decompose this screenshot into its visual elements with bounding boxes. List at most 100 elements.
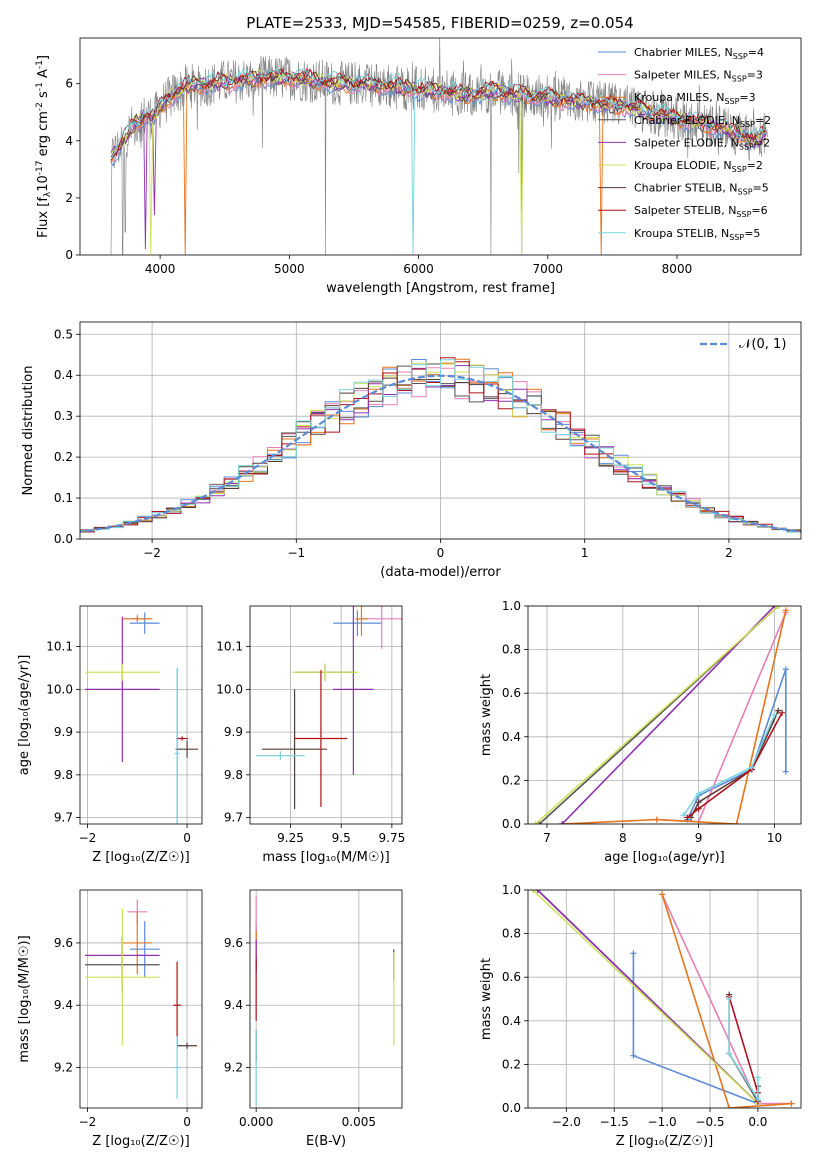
y-tick-label: 9.6 bbox=[54, 936, 73, 950]
legend-text: Kroupa MILES, N bbox=[634, 91, 724, 104]
histogram-kroupa-stelib bbox=[80, 359, 801, 534]
y-label-part: Flux [f bbox=[36, 197, 51, 238]
errorbar-chabrier-stelib bbox=[262, 689, 328, 810]
y-tick-label: 0.2 bbox=[54, 450, 73, 464]
y-tick-label: 0.4 bbox=[502, 730, 521, 744]
weight-marker-kroupa-miles bbox=[659, 891, 666, 898]
weight-line-kroupa-miles bbox=[661, 894, 792, 1108]
errorbar-kroupa-elodie bbox=[84, 663, 160, 681]
legend-sub: SSP bbox=[733, 52, 748, 61]
y-tick-label: 9.6 bbox=[224, 936, 243, 950]
mass-vs-Z-panel: −2 0 9.2 9.4 9.6 Z [log₁₀(Z/Z☉)] mass [log₁₀(M… bbox=[17, 889, 203, 1149]
errorbar-kroupa-miles bbox=[122, 911, 153, 975]
x-axis-label: wavelength [Angstrom, rest frame] bbox=[326, 281, 555, 296]
legend-entry: Chabrier ELODIE, NSSP=2 bbox=[634, 114, 771, 129]
y-tick-label: 0.0 bbox=[54, 532, 73, 546]
y-tick-label: 0.8 bbox=[502, 927, 521, 941]
errorbar-kroupa-elodie bbox=[292, 663, 358, 681]
legend-n: =2 bbox=[755, 114, 771, 127]
y-tick-label: 2 bbox=[65, 191, 73, 205]
x-tick-label: 5000 bbox=[274, 262, 305, 276]
errorbar-chabrier-stelib bbox=[177, 1042, 198, 1049]
errorbar-chabrier-stelib bbox=[176, 740, 199, 758]
y-tick-label: 0.3 bbox=[54, 409, 73, 423]
y-label-part: 10 bbox=[36, 175, 51, 192]
y-axis-label: Normed distribution bbox=[21, 366, 36, 496]
x-tick-label: −1.5 bbox=[600, 1115, 629, 1129]
y-label-part: ] bbox=[36, 55, 51, 60]
y-tick-label: 0 bbox=[65, 248, 73, 262]
y-tick-label: 0.6 bbox=[502, 686, 521, 700]
y-tick-label: 1.0 bbox=[502, 883, 521, 897]
x-tick-label: 0 bbox=[437, 546, 445, 560]
y-label-part: -17 bbox=[35, 161, 45, 176]
weight-marker-kroupa-elodie bbox=[532, 821, 539, 824]
errorbar-kroupa-stelib bbox=[174, 1036, 180, 1099]
model-line-kroupa-elodie bbox=[110, 69, 767, 255]
legend-sub: SSP bbox=[736, 210, 751, 219]
weight-line-kroupa-stelib bbox=[728, 999, 759, 1103]
legend-entry: Kroupa MILES, NSSP=3 bbox=[634, 91, 756, 106]
mass-weight-vs-Z-panel: −2.0 −1.5 −1.0 −0.5 0.0 0.0 0.2 0.4 0.6 0.8 1.0 Z [… bbox=[479, 883, 802, 1149]
weight-marker-salpeter-elodie bbox=[559, 821, 566, 824]
legend-n: =5 bbox=[744, 227, 760, 240]
legend-text: Chabrier MILES, N bbox=[634, 46, 733, 59]
legend-n: =3 bbox=[747, 69, 763, 82]
weight-line-salpeter-miles bbox=[656, 612, 787, 823]
y-tick-label: 9.9 bbox=[54, 725, 73, 739]
weight-line-salpeter-elodie bbox=[561, 606, 776, 824]
errorbar-chabrier-miles bbox=[333, 610, 382, 636]
legend-text: Kroupa STELIB, N bbox=[634, 227, 729, 240]
legend-entry: Chabrier MILES, NSSP=4 bbox=[634, 46, 764, 61]
residual-panel: 𝒩(0, 1) −2 −1 0 1 2 0.0 0.1 0.2 0.3 0.4 0.5 (data-mo… bbox=[21, 321, 802, 580]
y-label-part: -2 bbox=[35, 102, 45, 111]
weight-line-kroupa-stelib bbox=[682, 714, 776, 816]
x-tick-label: −2 bbox=[143, 546, 161, 560]
x-axis-label: mass [log₁₀(M/M☉)] bbox=[262, 850, 389, 865]
y-axis-label: mass [log₁₀(M/M☉)] bbox=[17, 935, 32, 1062]
axes-frame bbox=[249, 605, 403, 825]
legend-text: Chabrier ELODIE, N bbox=[634, 114, 740, 127]
x-tick-label: −2 bbox=[79, 1115, 97, 1129]
weight-marker-salpeter-stelib bbox=[684, 814, 691, 821]
mass-vs-EBV-panel: 0.000 0.005 9.2 9.4 9.6 E(B-V) bbox=[224, 889, 403, 1149]
legend-entry: Salpeter MILES, NSSP=3 bbox=[634, 69, 763, 84]
y-tick-label: 0.6 bbox=[502, 970, 521, 984]
plot-area bbox=[110, 38, 768, 255]
weight-marker-kroupa-elodie bbox=[775, 606, 782, 609]
y-tick-label: 9.7 bbox=[224, 811, 243, 825]
weight-marker-kroupa-elodie bbox=[529, 890, 536, 893]
x-axis-label: Z [log₁₀(Z/Z☉)] bbox=[616, 1134, 713, 1149]
errorbar-salpeter-elodie bbox=[84, 616, 160, 763]
weight-marker-chabrier-miles bbox=[630, 1052, 637, 1059]
weight-marker-salpeter-elodie bbox=[534, 890, 541, 893]
x-tick-label: 2 bbox=[725, 546, 733, 560]
legend-n: =5 bbox=[753, 182, 769, 195]
y-tick-label: 1.0 bbox=[502, 599, 521, 613]
y-axis-label: mass weight bbox=[479, 958, 494, 1040]
y-tick-label: 10.0 bbox=[46, 682, 73, 696]
weight-marker-kroupa-stelib bbox=[695, 790, 702, 797]
weight-line-kroupa-miles bbox=[562, 610, 787, 824]
plot-area bbox=[529, 890, 795, 1108]
errorbar-kroupa-stelib bbox=[174, 667, 180, 824]
y-tick-label: 10.1 bbox=[46, 640, 73, 654]
legend-sub: SSP bbox=[732, 75, 747, 84]
legend-sub: SSP bbox=[732, 165, 747, 174]
errorbar-salpeter-elodie bbox=[333, 606, 374, 775]
x-tick-label: 0.005 bbox=[342, 1115, 376, 1129]
weight-marker-kroupa-stelib bbox=[726, 1050, 733, 1057]
legend-n: =4 bbox=[748, 46, 764, 59]
y-tick-label: 0.2 bbox=[502, 773, 521, 787]
weight-marker-kroupa-stelib bbox=[754, 1074, 761, 1081]
legend-entry: Kroupa ELODIE, NSSP=2 bbox=[634, 159, 763, 174]
x-tick-label: −0.5 bbox=[695, 1115, 724, 1129]
errorbar-kroupa-stelib bbox=[256, 751, 305, 760]
legend-sub: SSP bbox=[739, 142, 754, 151]
x-axis-label: age [log₁₀(age/yr)] bbox=[604, 850, 725, 865]
y-tick-label: 9.8 bbox=[224, 768, 243, 782]
x-tick-label: 1 bbox=[581, 546, 589, 560]
y-axis-label: Flux [fλ10-17 erg cm-2 s-1 A-1] bbox=[35, 55, 53, 238]
y-tick-label: 0.5 bbox=[54, 327, 73, 341]
